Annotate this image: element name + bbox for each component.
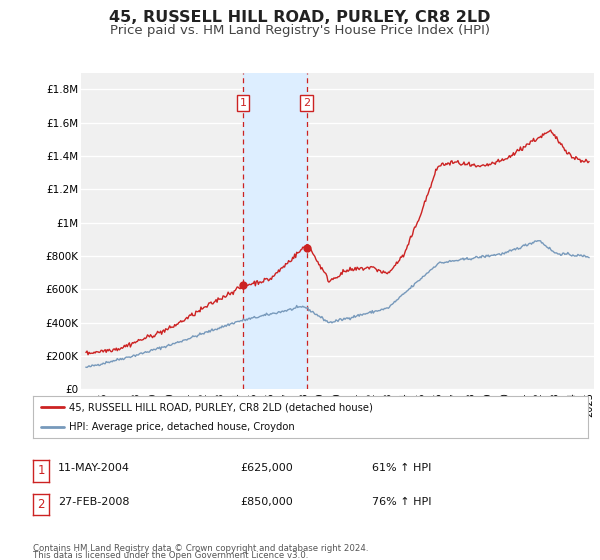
Text: 76% ↑ HPI: 76% ↑ HPI <box>372 497 431 507</box>
Text: 1: 1 <box>239 98 247 108</box>
Text: HPI: Average price, detached house, Croydon: HPI: Average price, detached house, Croy… <box>69 422 295 432</box>
Text: 2: 2 <box>303 98 310 108</box>
Text: 45, RUSSELL HILL ROAD, PURLEY, CR8 2LD: 45, RUSSELL HILL ROAD, PURLEY, CR8 2LD <box>109 10 491 25</box>
Text: 45, RUSSELL HILL ROAD, PURLEY, CR8 2LD (detached house): 45, RUSSELL HILL ROAD, PURLEY, CR8 2LD (… <box>69 402 373 412</box>
Bar <box>243 73 307 389</box>
Text: 27-FEB-2008: 27-FEB-2008 <box>58 497 130 507</box>
Text: 11-MAY-2004: 11-MAY-2004 <box>58 463 130 473</box>
Text: 61% ↑ HPI: 61% ↑ HPI <box>372 463 431 473</box>
Text: £625,000: £625,000 <box>240 463 293 473</box>
Text: 1: 1 <box>37 464 45 478</box>
Text: This data is licensed under the Open Government Licence v3.0.: This data is licensed under the Open Gov… <box>33 551 308 560</box>
Text: Price paid vs. HM Land Registry's House Price Index (HPI): Price paid vs. HM Land Registry's House … <box>110 24 490 36</box>
Text: 2: 2 <box>37 498 45 511</box>
Text: Contains HM Land Registry data © Crown copyright and database right 2024.: Contains HM Land Registry data © Crown c… <box>33 544 368 553</box>
Text: £850,000: £850,000 <box>240 497 293 507</box>
